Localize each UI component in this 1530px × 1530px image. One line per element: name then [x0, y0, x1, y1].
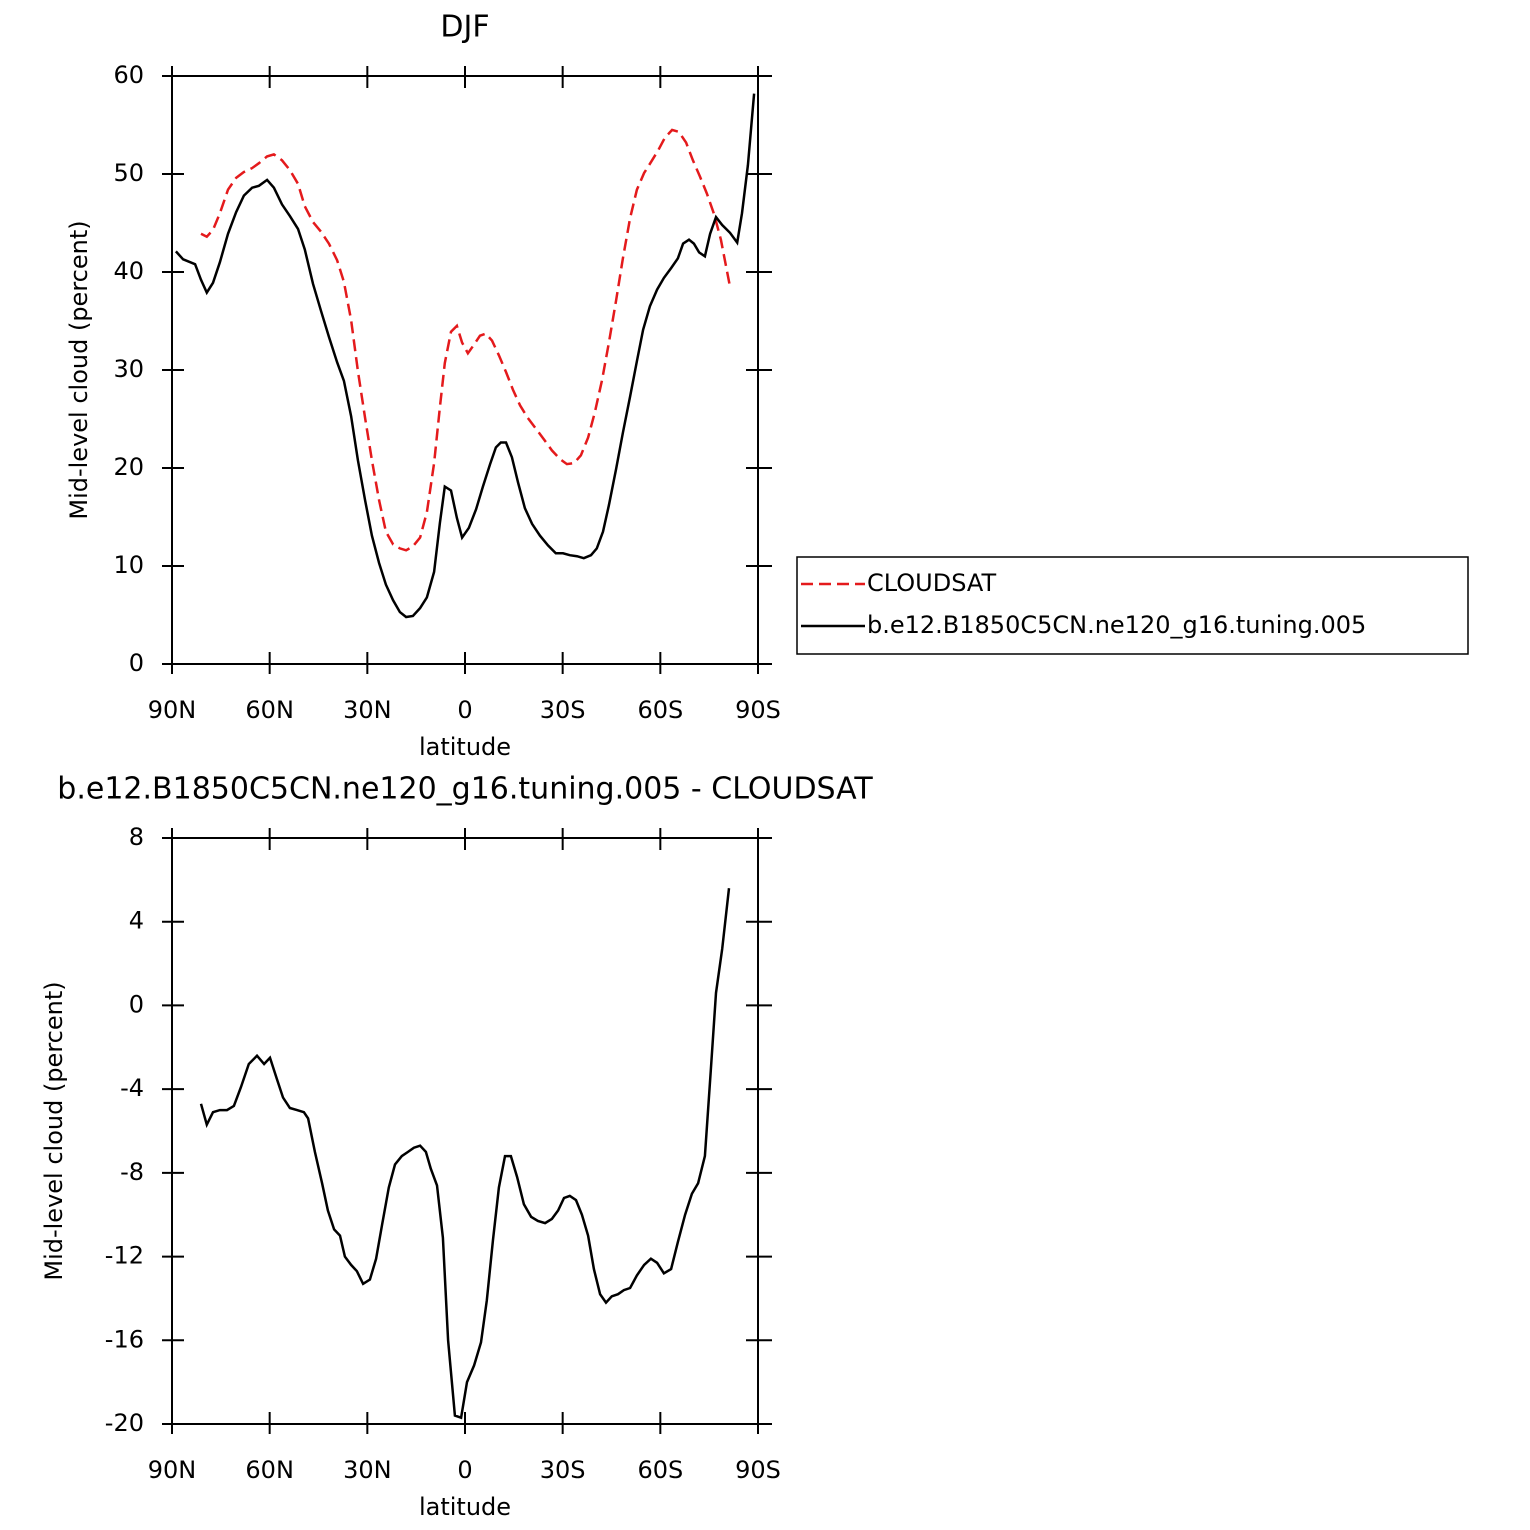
y-tick-label: -4: [120, 1074, 144, 1102]
chart-title: DJF: [440, 10, 489, 45]
y-tick-label: 40: [113, 257, 144, 285]
x-tick-label: 30S: [540, 696, 586, 724]
y-tick-label: 0: [129, 649, 144, 677]
x-axis-label: latitude: [419, 1493, 511, 1521]
y-tick-label: -16: [105, 1325, 144, 1353]
plot-frame: [171, 75, 759, 665]
y-tick-label: 50: [113, 159, 144, 187]
chart-title: b.e12.B1850C5CN.ne120_g16.tuning.005 - C…: [57, 772, 873, 807]
x-tick-label: 30N: [343, 1456, 392, 1484]
y-tick-label: 8: [129, 823, 144, 851]
x-axis-label: latitude: [419, 733, 511, 761]
x-tick-label: 90S: [735, 696, 781, 724]
y-tick-label: 10: [113, 551, 144, 579]
y-tick-label: 30: [113, 355, 144, 383]
y-tick-label: -20: [105, 1409, 144, 1437]
x-tick-label: 90S: [735, 1456, 781, 1484]
legend-box: [796, 556, 1469, 655]
legend-label: CLOUDSAT: [867, 569, 996, 597]
legend-label: b.e12.B1850C5CN.ne120_g16.tuning.005: [867, 611, 1366, 639]
y-tick-label: -12: [105, 1242, 144, 1270]
x-tick-label: 60S: [637, 1456, 683, 1484]
y-tick-label: 20: [113, 453, 144, 481]
y-axis-label: Mid-level cloud (percent): [40, 981, 68, 1280]
x-tick-label: 0: [457, 696, 472, 724]
x-tick-label: 90N: [148, 696, 197, 724]
x-tick-label: 0: [457, 1456, 472, 1484]
plot-frame: [171, 837, 759, 1425]
x-tick-label: 30N: [343, 696, 392, 724]
data-line: [200, 128, 732, 552]
data-line: [199, 888, 731, 1420]
y-axis-label: Mid-level cloud (percent): [65, 220, 93, 519]
y-tick-label: 60: [113, 61, 144, 89]
x-tick-label: 30S: [540, 1456, 586, 1484]
y-tick-label: -8: [120, 1158, 144, 1186]
x-tick-label: 90N: [148, 1456, 197, 1484]
y-tick-label: 0: [129, 990, 144, 1018]
y-tick-label: 4: [129, 907, 144, 935]
x-tick-label: 60N: [245, 1456, 294, 1484]
data-line: [174, 93, 756, 619]
x-tick-label: 60S: [637, 696, 683, 724]
x-tick-label: 60N: [245, 696, 294, 724]
